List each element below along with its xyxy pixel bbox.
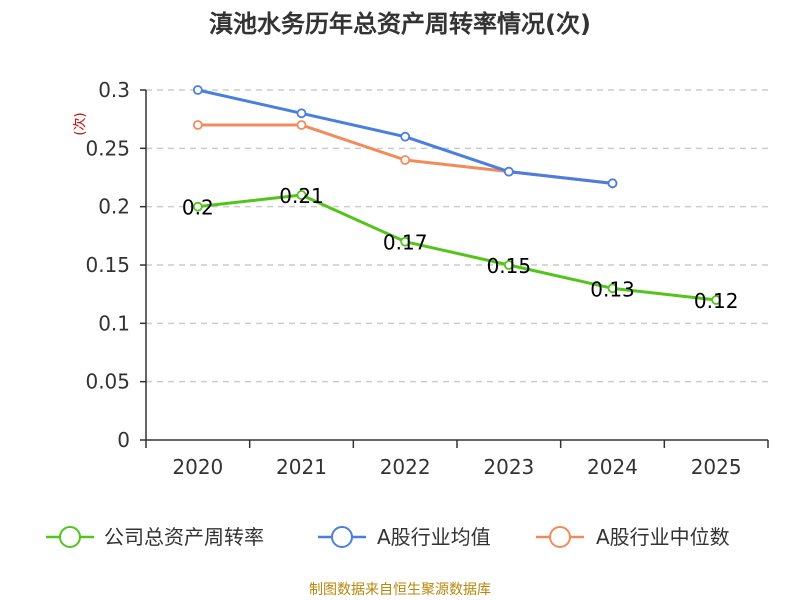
legend-label: 公司总资产周转率 xyxy=(104,525,264,549)
data-labels: 0.2 0.21 0.17 0.15 0.13 0.12 xyxy=(182,184,739,313)
x-tick-label: 2025 xyxy=(691,455,742,479)
y-tick-label: 0.1 xyxy=(98,311,130,335)
data-point xyxy=(192,201,203,212)
series-group xyxy=(192,85,722,305)
y-tick-label: 0.3 xyxy=(98,78,130,102)
y-axis-label: (次) xyxy=(72,112,88,135)
legend: 公司总资产周转率 A股行业均值 A股行业中位数 xyxy=(46,525,730,549)
data-point xyxy=(400,155,411,165)
data-point xyxy=(503,166,514,177)
data-label: 0.17 xyxy=(383,231,428,255)
legend-label: A股行业均值 xyxy=(377,525,491,549)
data-point xyxy=(400,236,411,247)
x-tick-labels: 2020 2021 2022 2023 2024 2025 xyxy=(172,455,741,479)
legend-marker xyxy=(59,526,81,548)
data-point xyxy=(192,120,203,130)
y-tick-label: 0.05 xyxy=(85,370,130,394)
data-point xyxy=(607,178,618,189)
x-tick-label: 2020 xyxy=(172,455,223,479)
x-tick-label: 2024 xyxy=(587,455,638,479)
legend-marker xyxy=(549,526,571,548)
data-point xyxy=(192,85,203,95)
data-point xyxy=(711,295,722,305)
axes xyxy=(140,89,769,448)
legend-label: A股行业中位数 xyxy=(596,525,730,549)
data-label: 0.15 xyxy=(487,254,532,278)
data-point xyxy=(607,283,618,294)
y-tick-labels: 0 0.05 0.1 0.15 0.2 0.25 0.3 xyxy=(85,78,130,452)
chart-title: 滇池水务历年总资产周转率情况(次) xyxy=(209,10,591,38)
data-label: 0.13 xyxy=(590,277,635,301)
data-label: 0.12 xyxy=(694,289,739,313)
data-point xyxy=(296,108,307,119)
data-point xyxy=(296,190,307,200)
data-label: 0.2 xyxy=(182,196,214,220)
x-tick-label: 2023 xyxy=(483,455,534,479)
data-label: 0.21 xyxy=(279,184,324,208)
y-tick-label: 0.2 xyxy=(98,195,130,219)
grid-lines xyxy=(146,89,768,383)
x-tick-label: 2021 xyxy=(276,455,327,479)
data-point xyxy=(400,131,411,142)
data-point xyxy=(503,260,514,270)
y-tick-label: 0.15 xyxy=(85,253,130,277)
source-note: 制图数据来自恒生聚源数据库 xyxy=(309,582,491,598)
y-tick-label: 0.25 xyxy=(85,136,130,160)
legend-marker xyxy=(331,526,353,548)
data-point xyxy=(296,120,307,130)
x-tick-label: 2022 xyxy=(380,455,431,479)
y-tick-label: 0 xyxy=(117,428,130,452)
series-line xyxy=(197,193,717,302)
